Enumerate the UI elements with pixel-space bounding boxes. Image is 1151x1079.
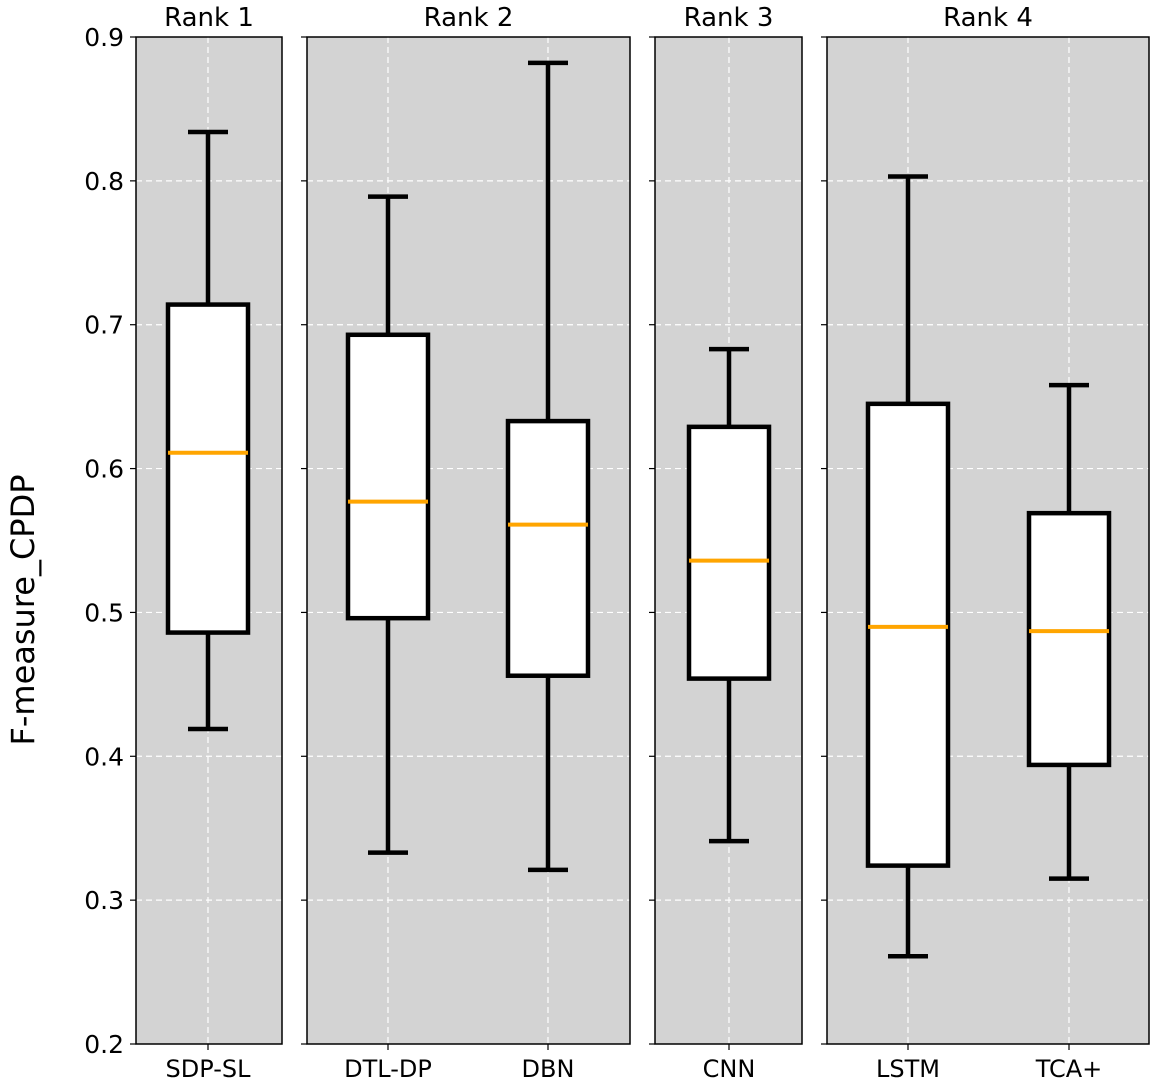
iqr-box bbox=[686, 424, 772, 681]
y-tick-label: 0.7 bbox=[84, 311, 124, 340]
panel-frame bbox=[306, 36, 631, 1045]
panel-3: CNN Rank 3 bbox=[649, 3, 803, 1079]
panel-title: Rank 1 bbox=[164, 3, 254, 33]
x-tick-label: TCA+ bbox=[1035, 1055, 1103, 1079]
x-tick-label: LSTM bbox=[876, 1055, 940, 1079]
x-tick-label: DTL-DP bbox=[344, 1055, 432, 1079]
panel-frame bbox=[826, 36, 1150, 1045]
panel-frame bbox=[654, 36, 803, 1045]
box-dtl-dp: DTL-DP bbox=[344, 194, 432, 1079]
box-sdp-sl: SDP-SL bbox=[165, 129, 252, 1079]
iqr-box bbox=[345, 332, 431, 621]
panel-title: Rank 4 bbox=[943, 3, 1033, 33]
panel-1: SDP-SL Rank 1 bbox=[130, 3, 283, 1079]
y-tick-label: 0.4 bbox=[84, 742, 124, 771]
box-tca-: TCA+ bbox=[1026, 382, 1112, 1079]
x-tick-label: CNN bbox=[703, 1055, 756, 1079]
y-tick-label: 0.3 bbox=[84, 886, 124, 915]
x-tick-label: SDP-SL bbox=[166, 1055, 252, 1079]
iqr-box bbox=[165, 302, 251, 635]
y-tick-label: 0.9 bbox=[84, 23, 124, 52]
y-tick-label: 0.8 bbox=[84, 167, 124, 196]
box-dbn: DBN bbox=[505, 60, 591, 1079]
panel-frame bbox=[135, 36, 283, 1045]
box-lstm: LSTM bbox=[865, 174, 951, 1079]
panel-title: Rank 2 bbox=[424, 3, 514, 33]
y-axis-label: F-measure_CPDP bbox=[4, 474, 42, 745]
y-tick-label: 0.2 bbox=[84, 1030, 124, 1059]
iqr-box bbox=[865, 401, 951, 868]
panel-4: LSTM TCA+ Rank 4 bbox=[821, 3, 1150, 1079]
iqr-box bbox=[1026, 510, 1112, 768]
panels-layer: SDP-SL Rank 1 DTL-DP DBN Rank 2 CNN Rank 3 LSTM… bbox=[84, 3, 1150, 1079]
y-tick-label: 0.6 bbox=[84, 455, 124, 484]
panel-title: Rank 3 bbox=[684, 3, 774, 33]
y-tick-label: 0.5 bbox=[84, 598, 124, 627]
panel-2: DTL-DP DBN Rank 2 bbox=[301, 3, 631, 1079]
box-cnn: CNN bbox=[686, 346, 772, 1079]
x-tick-label: DBN bbox=[522, 1055, 575, 1079]
iqr-box bbox=[505, 418, 591, 678]
